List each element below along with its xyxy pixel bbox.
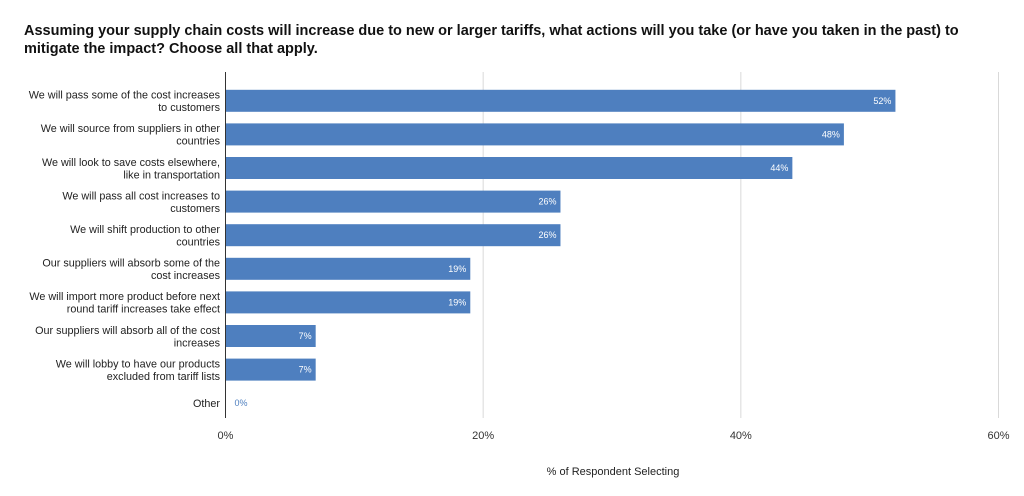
category-labels: We will pass some of the cost increases t… bbox=[29, 90, 221, 411]
category-label: We will pass some of the cost increases t… bbox=[29, 90, 221, 115]
data-label: 48% bbox=[822, 129, 840, 139]
x-tick-label: 0% bbox=[218, 430, 234, 442]
data-label: 19% bbox=[448, 264, 466, 274]
bar bbox=[225, 358, 316, 381]
category-label: We will source from suppliers in other co… bbox=[41, 123, 221, 148]
category-label: We will import more product before next r… bbox=[29, 291, 220, 316]
category-label: We will shift production to other countri… bbox=[70, 224, 220, 249]
bars: 52% 48% 44% 26% 26% 19% 19% 7% 7% 0% bbox=[225, 89, 896, 408]
bar bbox=[225, 291, 471, 314]
bar bbox=[225, 190, 561, 213]
category-label: Our suppliers will absorb some of the cos… bbox=[42, 258, 220, 283]
bar bbox=[225, 325, 316, 347]
data-label: 19% bbox=[448, 297, 466, 307]
data-label: 52% bbox=[873, 96, 891, 106]
data-label: 26% bbox=[538, 197, 556, 207]
bar bbox=[225, 257, 471, 280]
category-label: Other bbox=[193, 398, 220, 410]
x-tick-label: 60% bbox=[987, 430, 1009, 442]
category-label: We will look to save costs elsewhere, lik… bbox=[42, 157, 220, 182]
chart-title: Assuming your supply chain costs will in… bbox=[24, 23, 959, 57]
category-label: We will lobby to have our products exclud… bbox=[56, 358, 221, 383]
bar bbox=[225, 157, 793, 179]
category-label: We will pass all cost increases to custom… bbox=[62, 190, 220, 215]
category-label: Our suppliers will absorb all of the cos… bbox=[35, 325, 220, 350]
x-tick-label: 20% bbox=[472, 430, 494, 442]
x-tick-labels: 0% 20% 40% 60% bbox=[218, 430, 1010, 442]
data-label: 7% bbox=[299, 365, 312, 375]
bar bbox=[225, 123, 844, 146]
x-axis-label: % of Respondent Selecting bbox=[547, 466, 680, 478]
bar bbox=[225, 224, 561, 247]
x-tick-label: 40% bbox=[730, 430, 752, 442]
bar bbox=[225, 89, 896, 112]
data-label: 7% bbox=[299, 331, 312, 341]
data-label: 0% bbox=[235, 398, 248, 408]
data-label: 26% bbox=[538, 230, 556, 240]
data-label: 44% bbox=[770, 163, 788, 173]
